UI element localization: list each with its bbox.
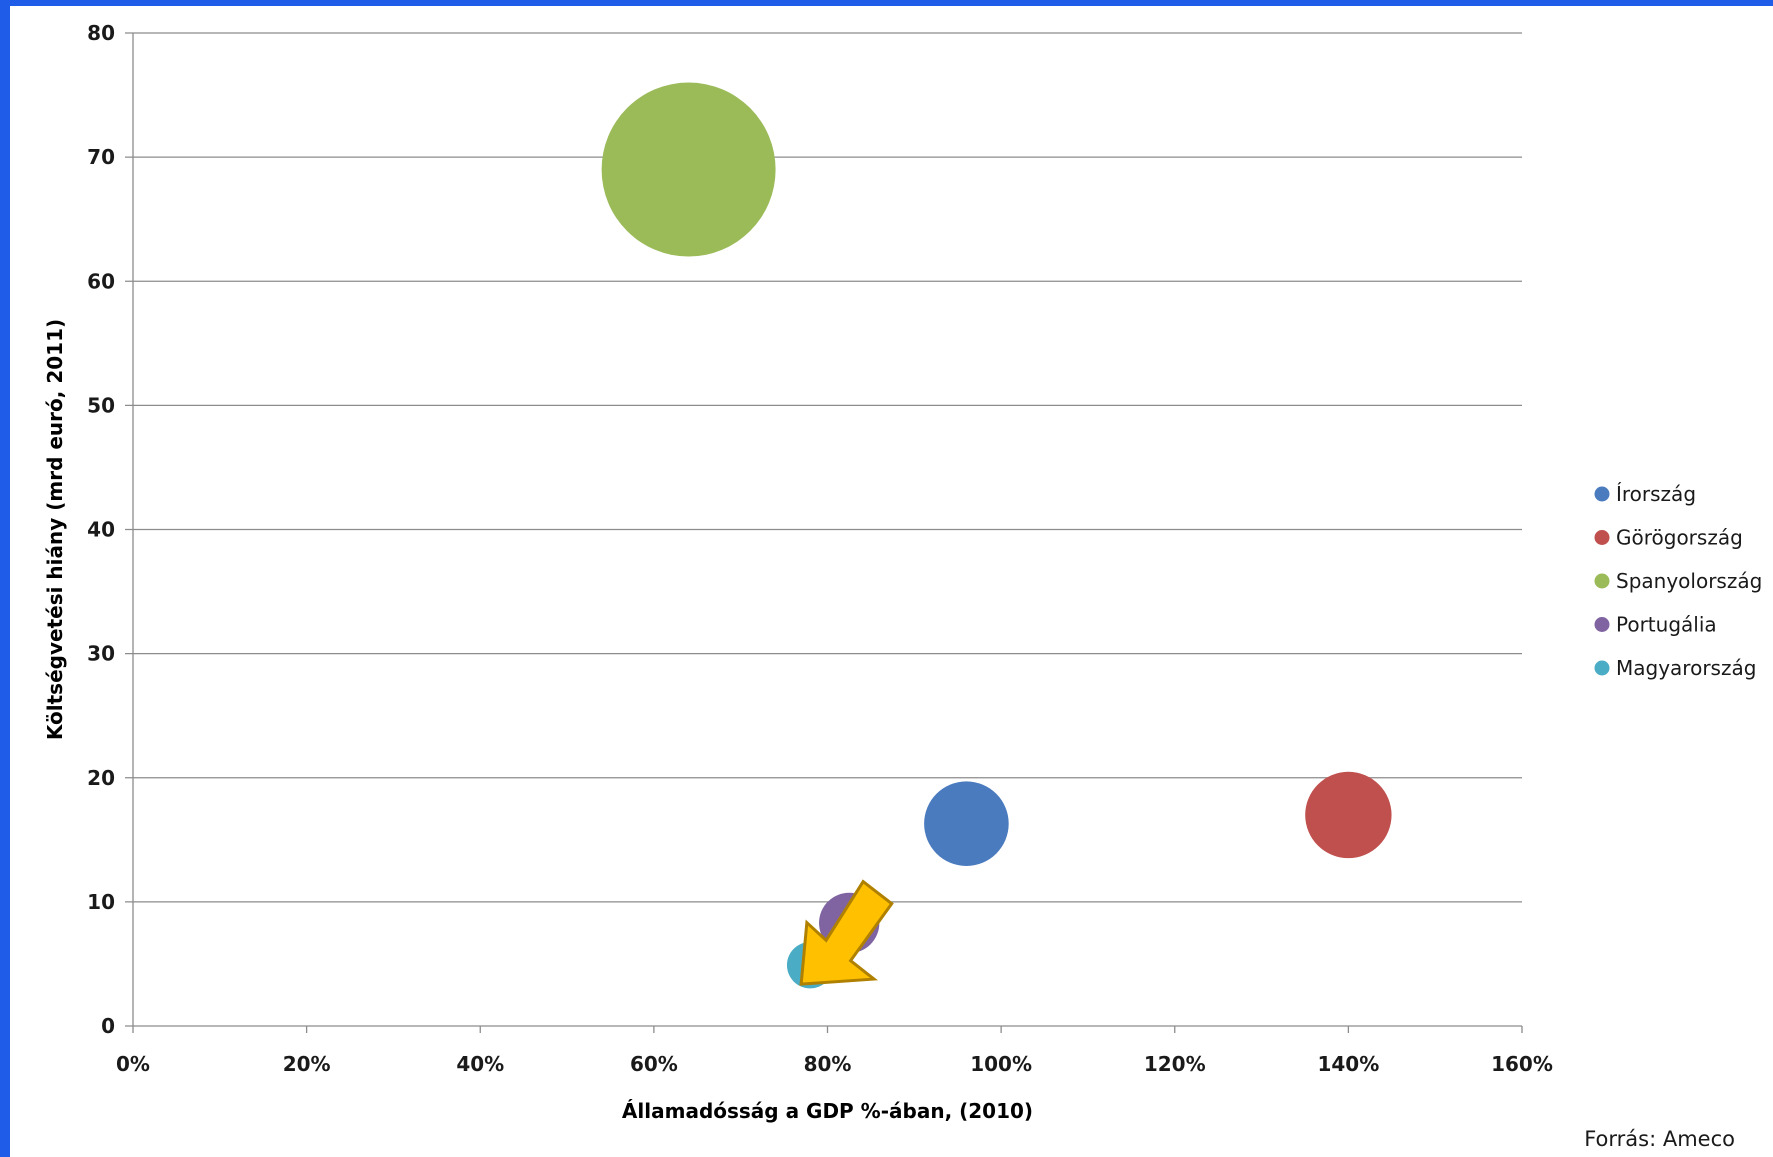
y-tick-label: 80 <box>87 21 115 45</box>
legend-entry: Görögország <box>1616 526 1743 550</box>
bubbles <box>601 82 1392 989</box>
y-tick-label: 0 <box>101 1014 115 1038</box>
y-axis-title: Költségvetési hiány (mrd euró, 2011) <box>43 319 67 740</box>
y-tick-label: 60 <box>87 269 115 293</box>
legend-entry: Spanyolország <box>1616 569 1762 593</box>
legend-marker <box>1594 486 1610 502</box>
x-tick-label: 0% <box>116 1052 150 1076</box>
legend-marker <box>1594 617 1610 632</box>
x-tick-label: 160% <box>1491 1052 1553 1076</box>
x-tick-label: 60% <box>630 1052 678 1076</box>
x-tick-label: 100% <box>970 1052 1032 1076</box>
legend-entry: Portugália <box>1616 613 1717 637</box>
legend-marker <box>1594 660 1610 676</box>
legend-marker <box>1594 573 1610 589</box>
x-axis-ticks: 0% 20% 40% 60% 80% 100% 120% 140% 160% <box>116 1026 1553 1076</box>
x-tick-label: 140% <box>1317 1052 1379 1076</box>
source-note: Forrás: Ameco <box>1584 1127 1735 1151</box>
legend-marker <box>1594 530 1610 545</box>
x-axis-title: Államadósság a GDP %-ában, (2010) <box>622 1099 1033 1123</box>
y-tick-label: 20 <box>87 766 115 790</box>
x-tick-label: 120% <box>1144 1052 1206 1076</box>
y-axis-ticks: 0 10 20 30 40 50 60 70 80 <box>87 21 115 1038</box>
bubble-chart: 0 10 20 30 40 50 60 70 80 0% 20% 40% 60% 80% 100% 120%… <box>43 21 1762 1123</box>
y-tick-label: 70 <box>87 145 115 169</box>
legend: Írország Görögország Spanyolország Portugál… <box>1594 482 1762 680</box>
x-tick-label: 40% <box>456 1052 504 1076</box>
y-tick-label: 10 <box>87 890 115 914</box>
x-tick-label: 80% <box>804 1052 852 1076</box>
bubble-görögország <box>1305 771 1392 859</box>
x-tick-label: 20% <box>283 1052 331 1076</box>
arrow-down-left-icon <box>799 879 894 986</box>
bubble-írország <box>924 781 1009 866</box>
chart-frame: 0 10 20 30 40 50 60 70 80 0% 20% 40% 60% 80% 100% 120%… <box>10 6 1773 1157</box>
gridlines <box>125 32 1522 1027</box>
annotation-layer <box>799 879 894 986</box>
legend-entry: Magyarország <box>1616 656 1756 680</box>
bubble-spanyolország <box>601 82 776 257</box>
arrow-shape <box>799 879 894 986</box>
legend-entry: Írország <box>1616 482 1696 506</box>
y-tick-label: 50 <box>87 393 115 417</box>
y-tick-label: 30 <box>87 642 115 666</box>
y-tick-label: 40 <box>87 518 115 542</box>
